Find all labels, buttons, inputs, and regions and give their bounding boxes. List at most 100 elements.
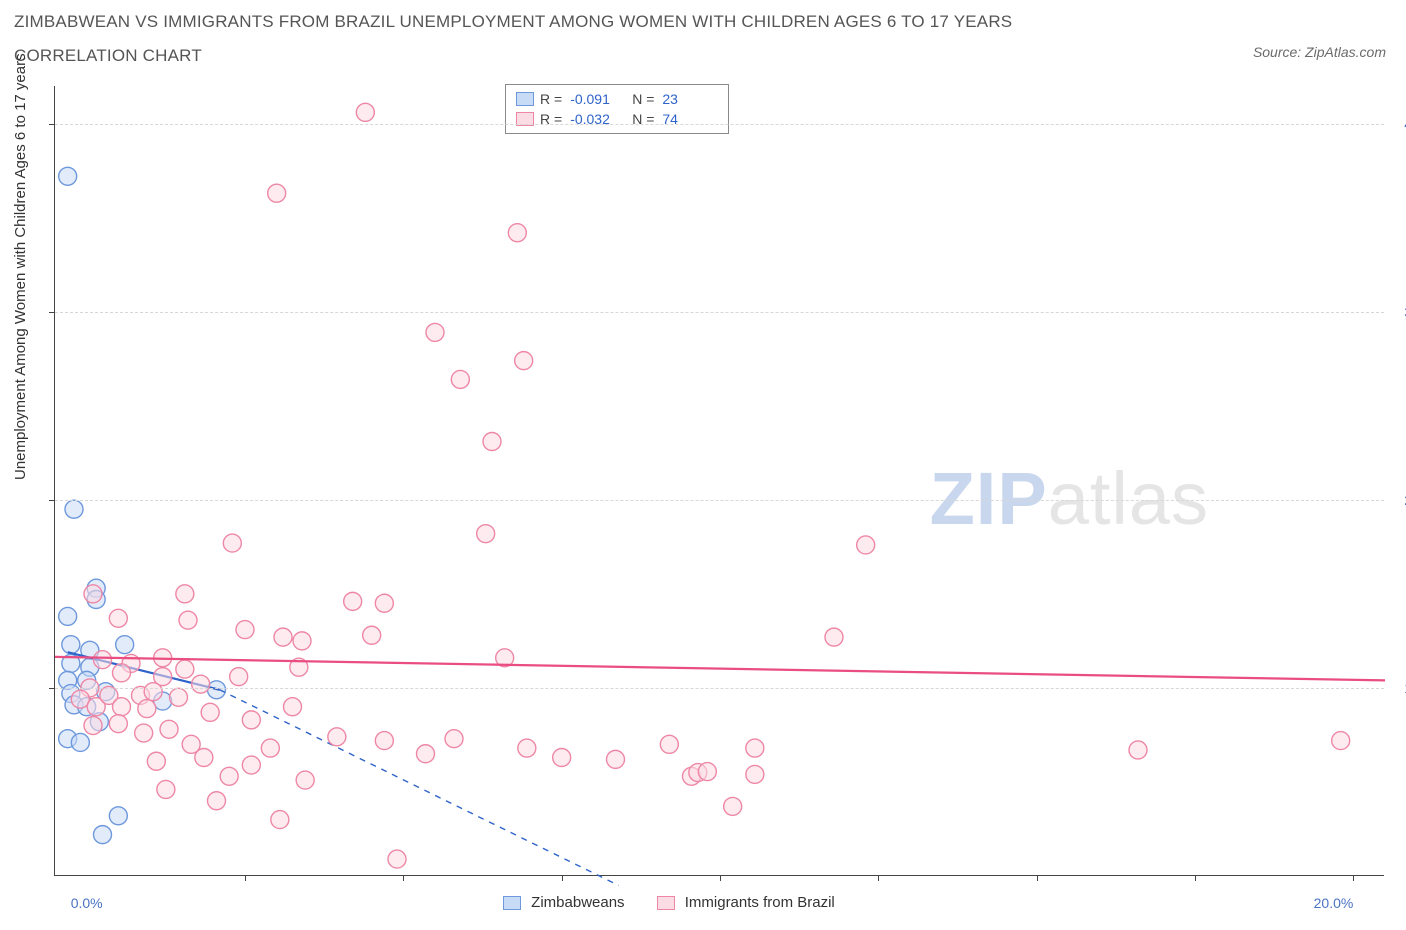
scatter-point: [220, 767, 238, 785]
legend-r-label-0: R =: [540, 91, 562, 107]
scatter-point: [230, 668, 248, 686]
scatter-point: [236, 621, 254, 639]
scatter-point: [274, 628, 292, 646]
legend-correlation: R = -0.091 N = 23 R = -0.032 N = 74: [505, 84, 729, 134]
chart-title-line1: ZIMBABWEAN VS IMMIGRANTS FROM BRAZIL UNE…: [14, 12, 1012, 32]
scatter-point: [94, 651, 112, 669]
y-tick: [49, 124, 55, 125]
scatter-point: [62, 636, 80, 654]
scatter-point: [445, 730, 463, 748]
legend-row-zimbabweans: R = -0.091 N = 23: [516, 89, 718, 109]
x-tick: [562, 875, 563, 881]
y-tick: [49, 500, 55, 501]
scatter-point: [553, 749, 571, 767]
scatter-point: [483, 433, 501, 451]
scatter-point: [71, 733, 89, 751]
scatter-point: [746, 765, 764, 783]
legend-n-label-0: N =: [632, 91, 654, 107]
scatter-point: [109, 609, 127, 627]
scatter-point: [170, 688, 188, 706]
scatter-point: [94, 826, 112, 844]
x-tick: [403, 875, 404, 881]
gridline: [55, 312, 1384, 313]
legend-series-brazil: Immigrants from Brazil: [657, 894, 835, 911]
legend-row-brazil: R = -0.032 N = 74: [516, 109, 718, 129]
x-tick-label: 20.0%: [1314, 895, 1354, 911]
x-tick: [720, 875, 721, 881]
scatter-point: [195, 749, 213, 767]
legend-swatch-zimbabweans-bottom: [503, 896, 521, 910]
scatter-point: [242, 756, 260, 774]
scatter-point: [113, 698, 131, 716]
x-tick: [1353, 875, 1354, 881]
scatter-point: [268, 184, 286, 202]
chart-title-line2: CORRELATION CHART: [14, 46, 202, 66]
legend-series-label-0: Zimbabweans: [531, 894, 624, 911]
scatter-point: [84, 717, 102, 735]
legend-r-value-0: -0.091: [570, 91, 626, 107]
legend-series-zimbabweans: Zimbabweans: [503, 894, 625, 911]
scatter-point: [451, 370, 469, 388]
scatter-point: [426, 323, 444, 341]
scatter-point: [176, 660, 194, 678]
scatter-point: [857, 536, 875, 554]
scatter-svg: [55, 86, 1384, 875]
scatter-point: [296, 771, 314, 789]
source-label: Source: ZipAtlas.com: [1253, 44, 1386, 60]
scatter-point: [59, 607, 77, 625]
legend-series-label-1: Immigrants from Brazil: [685, 894, 835, 911]
legend-series: Zimbabweans Immigrants from Brazil: [503, 894, 835, 911]
scatter-point: [477, 525, 495, 543]
x-tick: [878, 875, 879, 881]
scatter-point: [375, 594, 393, 612]
scatter-point: [192, 675, 210, 693]
x-tick: [245, 875, 246, 881]
scatter-point: [242, 711, 260, 729]
gridline: [55, 500, 1384, 501]
scatter-point: [138, 700, 156, 718]
trend-line: [55, 657, 1385, 681]
scatter-point: [363, 626, 381, 644]
scatter-point: [84, 585, 102, 603]
scatter-point: [271, 811, 289, 829]
y-tick: [49, 688, 55, 689]
scatter-point: [223, 534, 241, 552]
gridline: [55, 688, 1384, 689]
legend-swatch-brazil-bottom: [657, 896, 675, 910]
scatter-point: [113, 664, 131, 682]
scatter-point: [147, 752, 165, 770]
scatter-point: [660, 735, 678, 753]
scatter-point: [746, 739, 764, 757]
scatter-point: [109, 715, 127, 733]
x-tick: [1037, 875, 1038, 881]
scatter-point: [607, 750, 625, 768]
legend-swatch-zimbabweans: [516, 92, 534, 106]
scatter-point: [59, 167, 77, 185]
scatter-point: [135, 724, 153, 742]
gridline: [55, 124, 1384, 125]
scatter-point: [144, 683, 162, 701]
scatter-point: [176, 585, 194, 603]
scatter-point: [344, 592, 362, 610]
scatter-point: [388, 850, 406, 868]
scatter-point: [284, 698, 302, 716]
scatter-point: [328, 728, 346, 746]
scatter-point: [116, 636, 134, 654]
scatter-point: [160, 720, 178, 738]
scatter-point: [179, 611, 197, 629]
y-tick: [49, 312, 55, 313]
scatter-point: [508, 224, 526, 242]
x-tick-label: 0.0%: [71, 895, 103, 911]
scatter-point: [515, 352, 533, 370]
scatter-point: [417, 745, 435, 763]
scatter-point: [201, 703, 219, 721]
scatter-point: [825, 628, 843, 646]
scatter-point: [698, 763, 716, 781]
x-tick: [1195, 875, 1196, 881]
plot-area: ZIPatlas R = -0.091 N = 23 R = -0.032 N …: [54, 86, 1384, 876]
y-axis-title: Unemployment Among Women with Children A…: [12, 53, 29, 480]
chart-container: ZIMBABWEAN VS IMMIGRANTS FROM BRAZIL UNE…: [0, 0, 1406, 930]
trend-line-extrapolated: [220, 690, 619, 886]
scatter-point: [1332, 732, 1350, 750]
scatter-point: [65, 500, 83, 518]
